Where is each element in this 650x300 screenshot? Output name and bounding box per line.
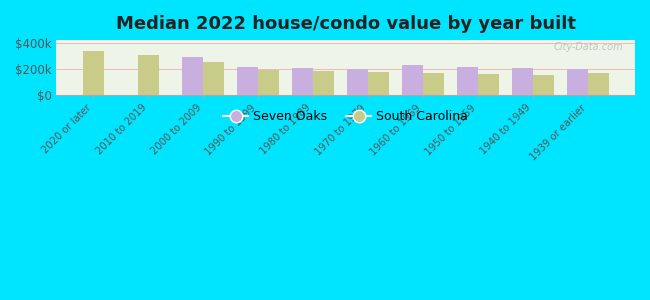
Bar: [237, 67, 258, 95]
Bar: [402, 65, 423, 95]
Bar: [83, 51, 103, 95]
Bar: [292, 68, 313, 95]
Bar: [258, 70, 279, 95]
Bar: [567, 69, 588, 95]
Bar: [347, 69, 368, 95]
Bar: [182, 57, 203, 95]
Bar: [457, 67, 478, 95]
Title: Median 2022 house/condo value by year built: Median 2022 house/condo value by year bu…: [116, 15, 576, 33]
Bar: [313, 71, 334, 95]
Bar: [512, 68, 533, 95]
Bar: [203, 61, 224, 95]
Bar: [533, 75, 554, 95]
Legend: Seven Oaks, South Carolina: Seven Oaks, South Carolina: [218, 105, 473, 128]
Bar: [588, 73, 608, 95]
Bar: [423, 73, 444, 95]
Bar: [368, 72, 389, 95]
Bar: [138, 55, 159, 95]
Text: City-Data.com: City-Data.com: [554, 42, 623, 52]
Bar: [478, 74, 499, 95]
